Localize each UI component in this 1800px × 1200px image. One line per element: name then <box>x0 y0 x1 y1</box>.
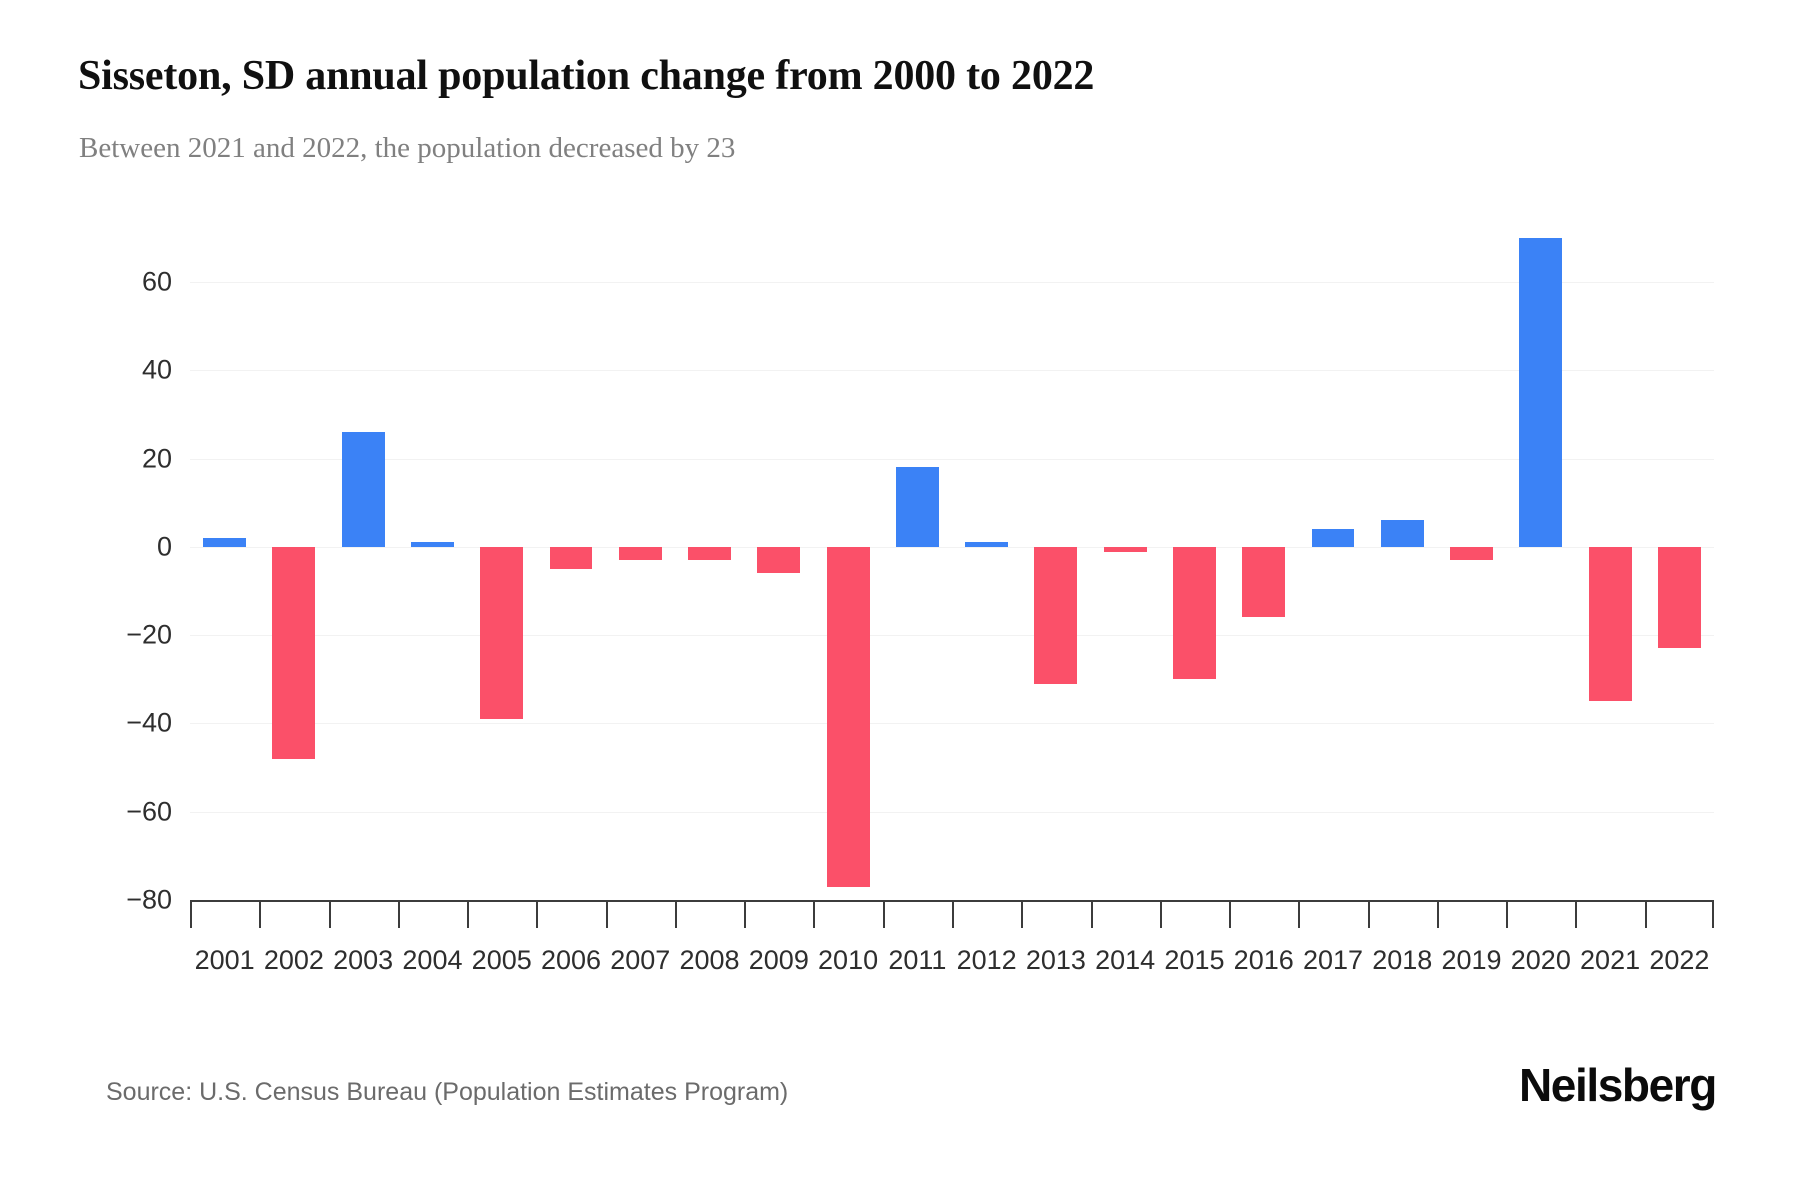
x-axis-tick <box>397 900 400 928</box>
x-axis-tick <box>1506 900 1509 928</box>
bar-2013[interactable] <box>1034 546 1078 684</box>
y-axis-tick-label: 40 <box>141 354 172 385</box>
zero-gridline <box>190 546 1714 548</box>
gridline <box>190 635 1714 637</box>
bar-2016[interactable] <box>1242 546 1286 618</box>
x-axis-tick <box>1090 900 1093 928</box>
x-axis-tick <box>1644 900 1647 928</box>
x-axis-tick-label: 2022 <box>1649 945 1710 975</box>
y-axis-tick-label: 20 <box>141 443 172 474</box>
gridline <box>190 458 1714 460</box>
bar-2012[interactable] <box>965 541 1009 547</box>
x-axis-tick-label: 2002 <box>263 945 324 975</box>
bar-2006[interactable] <box>549 546 593 569</box>
x-axis-tick-label: 2007 <box>610 945 671 975</box>
bar-2010[interactable] <box>826 546 870 887</box>
bar-2018[interactable] <box>1380 520 1424 547</box>
x-axis-tick-label: 2012 <box>956 945 1017 975</box>
y-axis-tick-label: 60 <box>141 266 172 297</box>
x-axis-tick-label: 2019 <box>1441 945 1502 975</box>
x-axis-tick-label: 2014 <box>1095 945 1156 975</box>
x-axis-tick <box>1021 900 1024 928</box>
x-axis-tick-label: 2013 <box>1025 945 1086 975</box>
bar-2017[interactable] <box>1311 529 1355 547</box>
x-axis-tick-label: 2016 <box>1233 945 1294 975</box>
bar-2014[interactable] <box>1103 546 1147 552</box>
y-axis-tick-label: −80 <box>126 884 172 915</box>
bar-2001[interactable] <box>203 538 247 547</box>
x-axis-tick <box>190 900 192 928</box>
x-axis-tick <box>813 900 816 928</box>
gridline <box>190 282 1714 283</box>
x-axis-tick-label: 2021 <box>1580 945 1641 975</box>
x-axis-tick-label: 2004 <box>402 945 463 975</box>
x-axis-tick <box>744 900 747 928</box>
bar-2008[interactable] <box>688 546 731 561</box>
x-axis-tick <box>536 900 539 928</box>
gridline <box>190 723 1714 725</box>
x-axis-tick <box>1712 900 1714 928</box>
x-axis-tick-label: 2011 <box>888 945 947 975</box>
x-axis-tick-label: 2018 <box>1372 945 1433 975</box>
source-note: Source: U.S. Census Bureau (Population E… <box>106 1078 789 1106</box>
x-axis-tick-label: 2009 <box>748 945 809 975</box>
plot-area <box>190 237 1714 901</box>
x-axis-tick <box>259 900 262 928</box>
x-axis-tick-label: 2020 <box>1510 945 1571 975</box>
bar-2009[interactable] <box>757 546 801 574</box>
x-axis-tick <box>1229 900 1232 928</box>
x-axis-tick-label: 2010 <box>818 945 879 975</box>
x-axis-tick-label: 2015 <box>1164 945 1225 975</box>
x-axis-tick-label: 2003 <box>333 945 394 975</box>
x-axis-tick-label: 2008 <box>679 945 740 975</box>
bar-2022[interactable] <box>1657 546 1701 649</box>
page-subtitle: Between 2021 and 2022, the population de… <box>79 132 736 164</box>
bar-2020[interactable] <box>1519 237 1563 547</box>
bar-2021[interactable] <box>1588 546 1632 702</box>
x-axis-tick <box>1298 900 1301 928</box>
gridline <box>190 370 1714 372</box>
x-axis-tick <box>467 900 470 928</box>
x-axis-tick <box>328 900 331 928</box>
x-axis-tick <box>1367 900 1370 928</box>
bar-2007[interactable] <box>618 546 662 561</box>
page-title: Sisseton, SD annual population change fr… <box>78 53 1095 99</box>
x-axis-tick-label: 2005 <box>471 945 532 975</box>
brand-logo: Neilsberg <box>1518 1059 1717 1111</box>
y-axis-tick-label: −60 <box>126 796 172 827</box>
bar-2003[interactable] <box>341 432 385 547</box>
x-axis-tick-label: 2001 <box>194 945 255 975</box>
x-axis-tick <box>674 900 677 928</box>
y-axis-tick-label: 0 <box>156 531 172 562</box>
x-axis-tick <box>952 900 954 928</box>
bar-2002[interactable] <box>272 546 316 759</box>
y-axis-tick-label: −20 <box>126 619 172 650</box>
bar-2005[interactable] <box>480 546 524 719</box>
gridline <box>190 811 1714 813</box>
x-axis-tick-label: 2017 <box>1302 945 1364 975</box>
x-axis-tick <box>1436 900 1439 928</box>
x-axis-tick <box>882 900 885 928</box>
y-axis-tick-label: −40 <box>126 707 172 738</box>
x-axis-tick <box>605 900 608 928</box>
x-axis-tick <box>1575 900 1578 928</box>
x-axis-tick-label: 2006 <box>540 945 602 975</box>
bar-2015[interactable] <box>1172 546 1216 680</box>
bar-2019[interactable] <box>1450 546 1493 561</box>
bar-2011[interactable] <box>895 467 939 547</box>
x-axis-tick <box>1159 900 1162 928</box>
bar-2004[interactable] <box>410 541 454 547</box>
